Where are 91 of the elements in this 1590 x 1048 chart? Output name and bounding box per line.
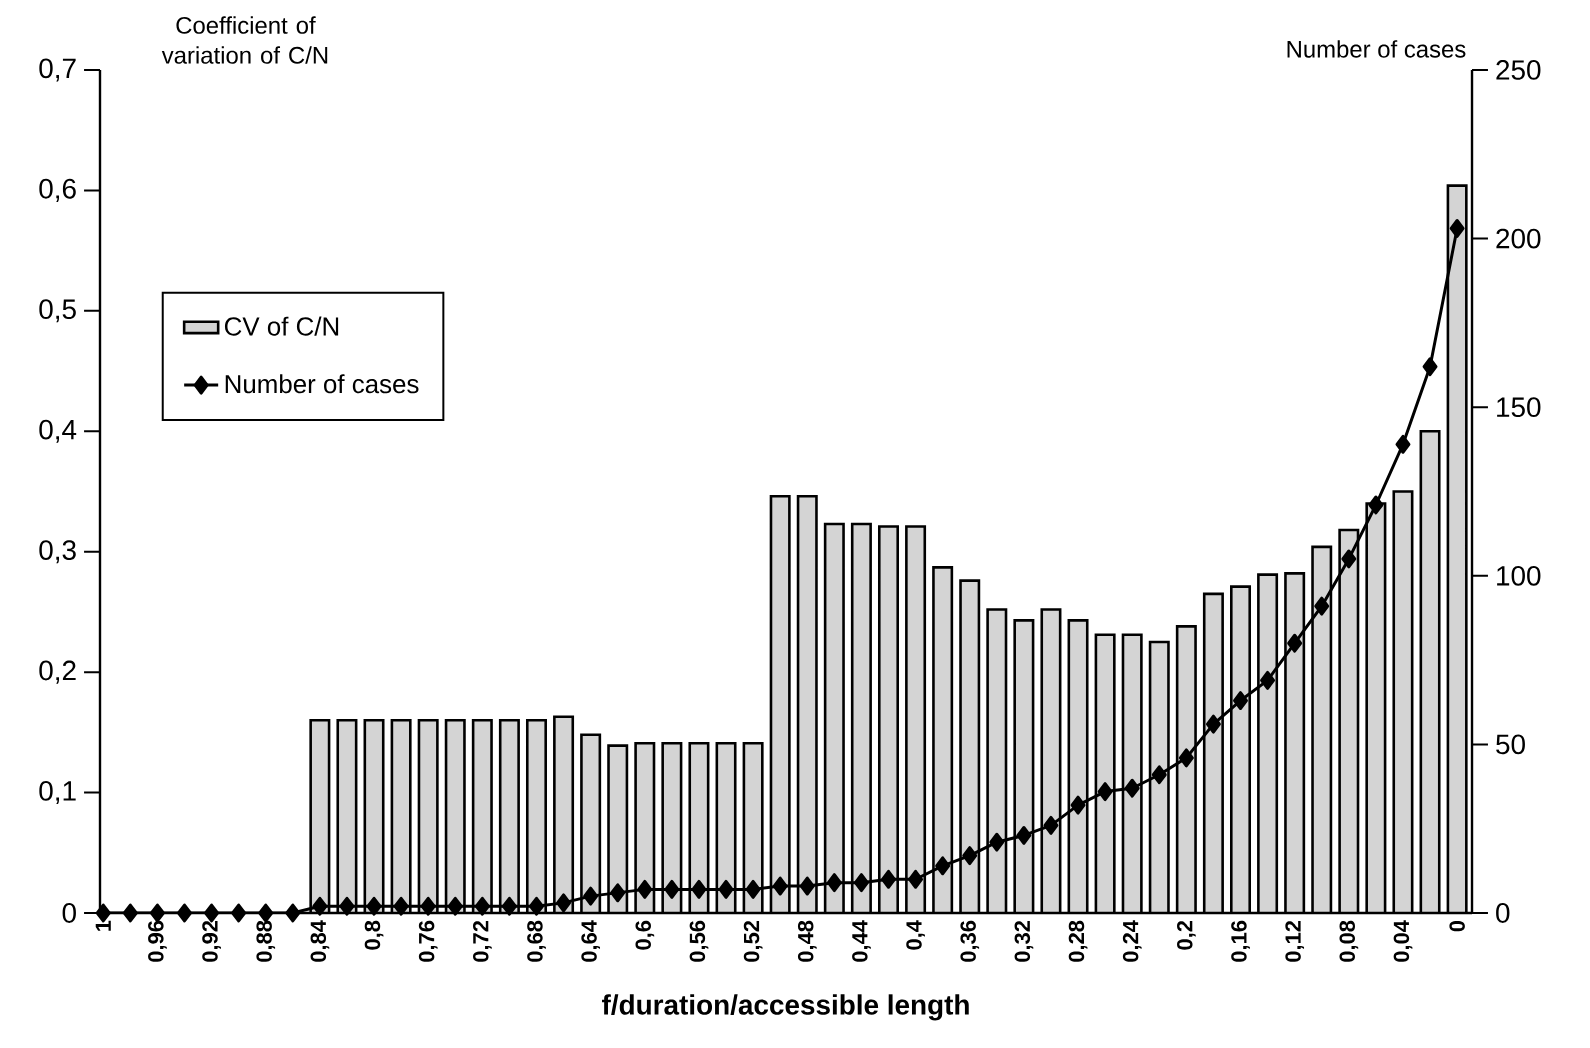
point [1233, 691, 1248, 711]
point [1097, 782, 1113, 802]
point [1422, 357, 1438, 377]
x-tick-label: 0,36 [960, 920, 980, 962]
point [1395, 434, 1411, 454]
point [989, 832, 1005, 852]
legend-label: Number of cases [225, 374, 419, 394]
y2-tick-label: 250 [1496, 60, 1541, 80]
x-tick-label: 0,16 [1231, 920, 1250, 962]
point [231, 903, 247, 923]
x-tick-label: 0 [1449, 920, 1465, 932]
y-axis-title: Coefficient of variation of C/N [161, 16, 328, 64]
y2-tick-label: 50 [1496, 734, 1525, 755]
point [1287, 633, 1303, 653]
y2-tick-label: 200 [1496, 228, 1541, 249]
point [529, 896, 544, 916]
point [393, 896, 409, 916]
x-tick-label: 0,24 [1122, 920, 1142, 962]
x-tick-label: 0,88 [256, 920, 276, 962]
point [312, 896, 328, 916]
point [556, 893, 572, 913]
y-tick-label: 0,5 [39, 299, 76, 323]
point [1070, 795, 1086, 815]
point [610, 883, 626, 903]
point [1314, 596, 1330, 616]
point [1449, 219, 1465, 238]
x-tick-label: 0,48 [797, 920, 817, 962]
point [1368, 495, 1384, 515]
y2-tick-label: 150 [1497, 397, 1541, 418]
point [881, 869, 896, 889]
y-tick-label: 0,6 [39, 178, 76, 202]
x-tick-label: 0,76 [418, 920, 438, 962]
point [1151, 765, 1167, 785]
y-tick-label: 0,2 [39, 660, 76, 684]
point [853, 873, 869, 893]
point [637, 879, 653, 899]
point [1178, 748, 1194, 768]
x-tick-label: 0,96 [148, 920, 167, 962]
point [908, 869, 924, 889]
y2-tick-label: 100 [1497, 565, 1541, 586]
x-tick-label: 0,44 [852, 920, 871, 962]
point [177, 903, 192, 923]
point [745, 879, 761, 899]
point [366, 896, 382, 916]
x-tick-label: 0,08 [1339, 920, 1359, 962]
x-tick-label: 0,64 [581, 920, 601, 962]
point [799, 876, 815, 896]
x-tick-label: 0,92 [202, 920, 221, 962]
point [204, 903, 220, 923]
y-tick-label: 0,7 [39, 58, 76, 82]
x-tick-label: 0,84 [310, 920, 330, 962]
x-axis-title: f/duration/accessible length [602, 994, 969, 1021]
point [1016, 825, 1032, 845]
y2-axis-title: Number of cases [1287, 40, 1466, 58]
x-tick-label: 0,8 [364, 920, 384, 950]
point [1205, 714, 1221, 734]
point [1124, 778, 1140, 798]
point [474, 896, 490, 916]
point [772, 876, 788, 896]
point [826, 873, 842, 893]
y-tick-label: 0,1 [39, 781, 76, 805]
x-tick-label: 0,6 [635, 920, 655, 950]
point [583, 886, 599, 906]
point [1043, 815, 1059, 835]
point [339, 896, 355, 916]
x-tick-label: 0,68 [527, 920, 546, 962]
point [420, 896, 436, 916]
x-tick-label: 0,28 [1068, 920, 1088, 962]
x-tick-label: 0,52 [743, 920, 763, 962]
point [691, 879, 707, 899]
point [1341, 549, 1357, 569]
legend-label: CV of C/N [224, 316, 339, 336]
x-tick-label: 0,04 [1393, 920, 1413, 962]
point [962, 846, 978, 866]
point [664, 879, 680, 899]
point [935, 856, 951, 876]
y-tick-label: 0,3 [39, 540, 76, 564]
point [122, 903, 138, 923]
x-tick-label: 0,4 [906, 920, 925, 950]
point [501, 896, 517, 916]
x-tick-label: 0,12 [1285, 920, 1305, 962]
point [285, 903, 301, 923]
x-tick-label: 0,72 [473, 920, 492, 962]
point [718, 879, 734, 899]
x-tick-label: 0,2 [1177, 920, 1196, 950]
x-tick-label: 0,56 [689, 920, 709, 962]
point [447, 896, 463, 916]
x-tick-label: 0,32 [1014, 920, 1034, 962]
y-tick-label: 0,4 [39, 419, 77, 443]
x-tick-label: 1 [95, 920, 111, 931]
point [1260, 670, 1276, 690]
